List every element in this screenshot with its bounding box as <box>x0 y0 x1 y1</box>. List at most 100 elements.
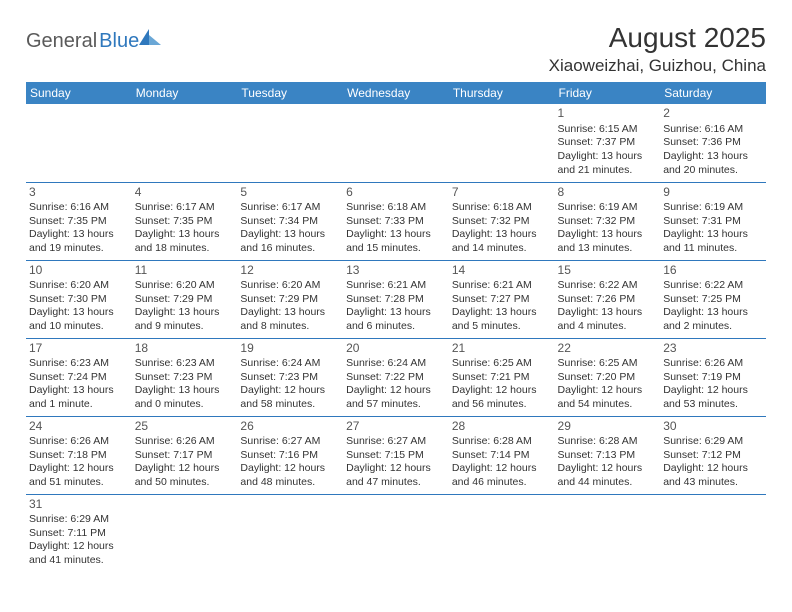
weekday-header: Wednesday <box>343 82 449 104</box>
daylight-text: Daylight: 13 hours and 8 minutes. <box>240 306 340 333</box>
calendar-day-cell: 29Sunrise: 6:28 AMSunset: 7:13 PMDayligh… <box>555 416 661 494</box>
daylight-text: Daylight: 12 hours and 50 minutes. <box>135 462 235 489</box>
daylight-text: Daylight: 12 hours and 47 minutes. <box>346 462 446 489</box>
day-number: 24 <box>29 419 129 435</box>
calendar-day-cell <box>132 104 238 182</box>
day-number: 2 <box>663 106 763 122</box>
daylight-text: Daylight: 13 hours and 9 minutes. <box>135 306 235 333</box>
sunrise-text: Sunrise: 6:16 AM <box>663 123 763 137</box>
sunset-text: Sunset: 7:34 PM <box>240 215 340 229</box>
calendar-table: Sunday Monday Tuesday Wednesday Thursday… <box>26 82 766 572</box>
sunset-text: Sunset: 7:22 PM <box>346 371 446 385</box>
sunset-text: Sunset: 7:36 PM <box>663 136 763 150</box>
sunset-text: Sunset: 7:18 PM <box>29 449 129 463</box>
day-number: 4 <box>135 185 235 201</box>
calendar-page: GeneralBlue August 2025 Xiaoweizhai, Gui… <box>0 0 792 572</box>
sunrise-text: Sunrise: 6:15 AM <box>558 123 658 137</box>
daylight-text: Daylight: 12 hours and 53 minutes. <box>663 384 763 411</box>
sunrise-text: Sunrise: 6:27 AM <box>240 435 340 449</box>
daylight-text: Daylight: 13 hours and 10 minutes. <box>29 306 129 333</box>
day-number: 13 <box>346 263 446 279</box>
sunrise-text: Sunrise: 6:22 AM <box>558 279 658 293</box>
daylight-text: Daylight: 13 hours and 16 minutes. <box>240 228 340 255</box>
calendar-day-cell <box>555 494 661 572</box>
calendar-head: Sunday Monday Tuesday Wednesday Thursday… <box>26 82 766 104</box>
day-number: 5 <box>240 185 340 201</box>
daylight-text: Daylight: 12 hours and 54 minutes. <box>558 384 658 411</box>
sunrise-text: Sunrise: 6:25 AM <box>558 357 658 371</box>
sunset-text: Sunset: 7:19 PM <box>663 371 763 385</box>
calendar-day-cell: 22Sunrise: 6:25 AMSunset: 7:20 PMDayligh… <box>555 338 661 416</box>
day-number: 30 <box>663 419 763 435</box>
day-number: 18 <box>135 341 235 357</box>
calendar-day-cell: 4Sunrise: 6:17 AMSunset: 7:35 PMDaylight… <box>132 182 238 260</box>
daylight-text: Daylight: 13 hours and 1 minute. <box>29 384 129 411</box>
sunset-text: Sunset: 7:37 PM <box>558 136 658 150</box>
day-number: 31 <box>29 497 129 513</box>
weekday-header: Friday <box>555 82 661 104</box>
sunrise-text: Sunrise: 6:26 AM <box>135 435 235 449</box>
sunset-text: Sunset: 7:21 PM <box>452 371 552 385</box>
sunrise-text: Sunrise: 6:26 AM <box>663 357 763 371</box>
daylight-text: Daylight: 13 hours and 4 minutes. <box>558 306 658 333</box>
sunset-text: Sunset: 7:35 PM <box>29 215 129 229</box>
calendar-day-cell: 30Sunrise: 6:29 AMSunset: 7:12 PMDayligh… <box>660 416 766 494</box>
sunrise-text: Sunrise: 6:20 AM <box>240 279 340 293</box>
sunrise-text: Sunrise: 6:19 AM <box>663 201 763 215</box>
calendar-day-cell: 10Sunrise: 6:20 AMSunset: 7:30 PMDayligh… <box>26 260 132 338</box>
sunrise-text: Sunrise: 6:22 AM <box>663 279 763 293</box>
day-number: 9 <box>663 185 763 201</box>
sunset-text: Sunset: 7:13 PM <box>558 449 658 463</box>
sunrise-text: Sunrise: 6:28 AM <box>452 435 552 449</box>
daylight-text: Daylight: 13 hours and 14 minutes. <box>452 228 552 255</box>
calendar-day-cell: 21Sunrise: 6:25 AMSunset: 7:21 PMDayligh… <box>449 338 555 416</box>
sunset-text: Sunset: 7:20 PM <box>558 371 658 385</box>
calendar-day-cell <box>449 494 555 572</box>
day-number: 12 <box>240 263 340 279</box>
weekday-header: Tuesday <box>237 82 343 104</box>
calendar-day-cell <box>343 494 449 572</box>
sunrise-text: Sunrise: 6:21 AM <box>346 279 446 293</box>
daylight-text: Daylight: 12 hours and 43 minutes. <box>663 462 763 489</box>
daylight-text: Daylight: 13 hours and 5 minutes. <box>452 306 552 333</box>
sunset-text: Sunset: 7:16 PM <box>240 449 340 463</box>
day-number: 14 <box>452 263 552 279</box>
day-number: 15 <box>558 263 658 279</box>
calendar-day-cell: 11Sunrise: 6:20 AMSunset: 7:29 PMDayligh… <box>132 260 238 338</box>
calendar-day-cell: 24Sunrise: 6:26 AMSunset: 7:18 PMDayligh… <box>26 416 132 494</box>
sunrise-text: Sunrise: 6:19 AM <box>558 201 658 215</box>
sunset-text: Sunset: 7:27 PM <box>452 293 552 307</box>
calendar-day-cell: 23Sunrise: 6:26 AMSunset: 7:19 PMDayligh… <box>660 338 766 416</box>
daylight-text: Daylight: 12 hours and 44 minutes. <box>558 462 658 489</box>
calendar-day-cell: 19Sunrise: 6:24 AMSunset: 7:23 PMDayligh… <box>237 338 343 416</box>
calendar-day-cell <box>132 494 238 572</box>
daylight-text: Daylight: 12 hours and 46 minutes. <box>452 462 552 489</box>
month-title: August 2025 <box>549 22 766 54</box>
sunset-text: Sunset: 7:35 PM <box>135 215 235 229</box>
daylight-text: Daylight: 12 hours and 58 minutes. <box>240 384 340 411</box>
daylight-text: Daylight: 13 hours and 20 minutes. <box>663 150 763 177</box>
calendar-day-cell: 16Sunrise: 6:22 AMSunset: 7:25 PMDayligh… <box>660 260 766 338</box>
daylight-text: Daylight: 13 hours and 19 minutes. <box>29 228 129 255</box>
daylight-text: Daylight: 13 hours and 2 minutes. <box>663 306 763 333</box>
calendar-day-cell: 25Sunrise: 6:26 AMSunset: 7:17 PMDayligh… <box>132 416 238 494</box>
calendar-body: 1Sunrise: 6:15 AMSunset: 7:37 PMDaylight… <box>26 104 766 572</box>
location-label: Xiaoweizhai, Guizhou, China <box>549 56 766 76</box>
calendar-week-row: 24 Sunrise: 6:26 AM Sunset: 7:18 PM Dayligh… <box>26 416 766 494</box>
sunrise-text: Sunrise: 6:23 AM <box>135 357 235 371</box>
logo-text-blue: Blue <box>99 30 139 53</box>
calendar-day-cell: 6Sunrise: 6:18 AMSunset: 7:33 PMDaylight… <box>343 182 449 260</box>
day-number: 10 <box>29 263 129 279</box>
calendar-week-row: 1Sunrise: 6:15 AMSunset: 7:37 PMDaylight… <box>26 104 766 182</box>
sunset-text: Sunset: 7:29 PM <box>240 293 340 307</box>
sunrise-text: Sunrise: 6:24 AM <box>240 357 340 371</box>
day-number: 22 <box>558 341 658 357</box>
daylight-text: Daylight: 13 hours and 18 minutes. <box>135 228 235 255</box>
calendar-day-cell: 8Sunrise: 6:19 AMSunset: 7:32 PMDaylight… <box>555 182 661 260</box>
sunset-text: Sunset: 7:26 PM <box>558 293 658 307</box>
weekday-header: Monday <box>132 82 238 104</box>
sunset-text: Sunset: 7:31 PM <box>663 215 763 229</box>
weekday-header: Thursday <box>449 82 555 104</box>
calendar-day-cell <box>237 494 343 572</box>
logo-triangle2-icon <box>149 35 161 45</box>
